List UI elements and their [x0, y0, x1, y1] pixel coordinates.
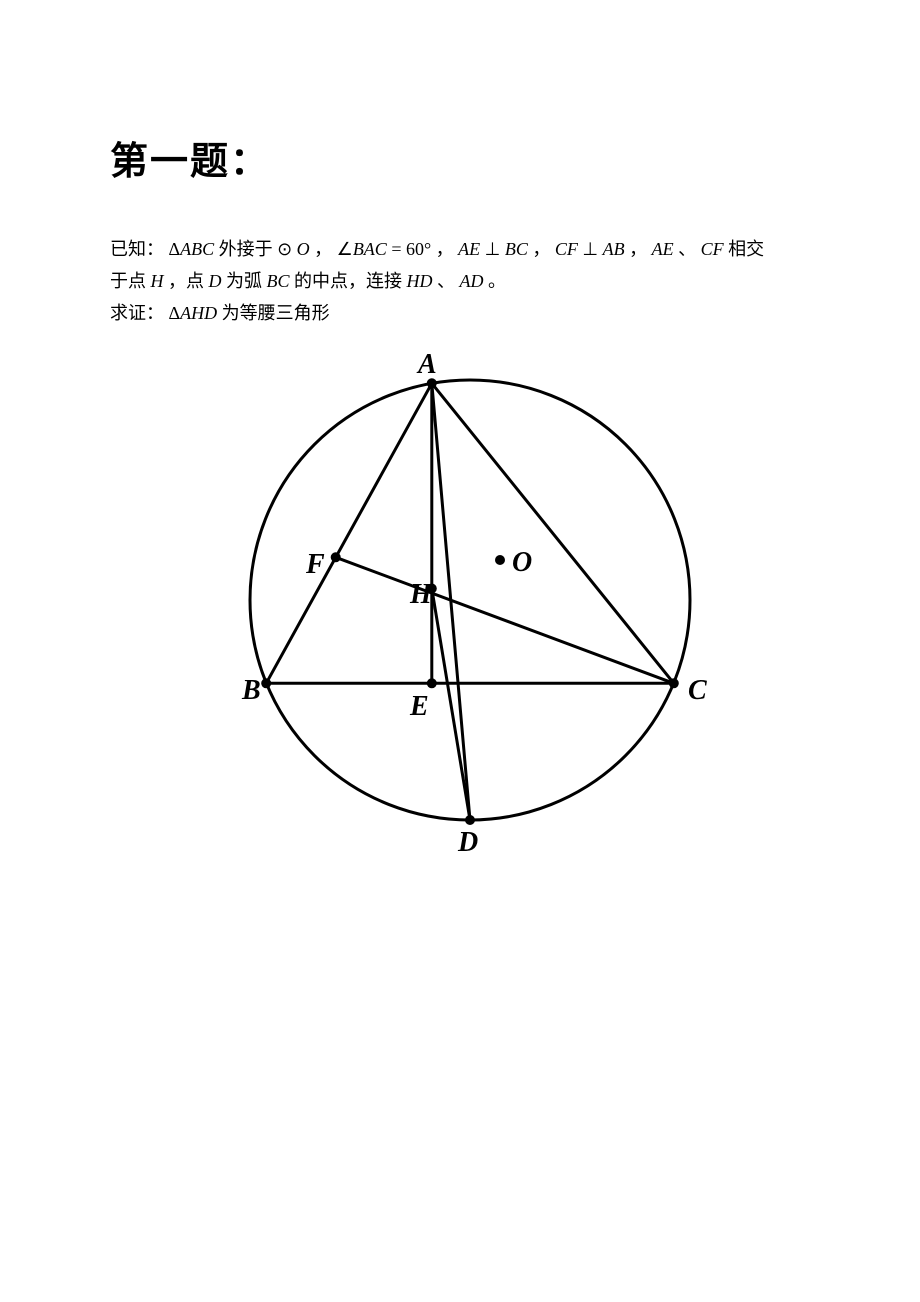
label-E: E [409, 691, 429, 722]
point-E [427, 678, 437, 688]
txt: ， [629, 239, 652, 259]
title-text: 第一题： [110, 141, 270, 183]
label-H: H [409, 579, 433, 610]
D: D [209, 271, 222, 291]
segment-HD [432, 589, 470, 821]
segment-AD [432, 383, 470, 820]
H: H [151, 271, 164, 291]
circle-symbol: ⊙ [277, 239, 297, 259]
CF2: CF [701, 239, 724, 259]
figure-container: A B C D E F H O [110, 345, 810, 885]
txt: ， [436, 239, 459, 259]
txt: 求证： [110, 303, 164, 323]
txt: 、 [678, 239, 696, 259]
label-C: C [688, 675, 707, 706]
abc: ABC [180, 239, 214, 259]
txt: ， [314, 239, 337, 259]
AB: AB [603, 239, 625, 259]
txt: 已知： [110, 239, 164, 259]
CF: CF [555, 239, 578, 259]
AD: AD [460, 271, 484, 291]
txt: 外接于 [219, 239, 278, 259]
perp1: ⊥ [480, 239, 505, 259]
AHD: AHD [180, 303, 217, 323]
txt: ， [532, 239, 555, 259]
point-O [495, 555, 505, 565]
label-A: A [416, 349, 437, 380]
txt: ，点 [168, 271, 209, 291]
txt: 、 [437, 271, 455, 291]
label-D: D [457, 827, 478, 858]
HD: HD [407, 271, 433, 291]
label-B: B [241, 675, 261, 706]
txt: 为弧 [226, 271, 267, 291]
angle-sym: ∠ [337, 239, 353, 259]
geometry-figure: A B C D E F H O [200, 345, 720, 885]
O: O [297, 239, 310, 259]
perp2: ⊥ [578, 239, 603, 259]
txt: 的中点，连接 [294, 271, 407, 291]
delta-ahd: ΔAHD [169, 303, 218, 323]
segment-AB [266, 383, 432, 683]
BC2: BC [267, 271, 290, 291]
txt: 。 [488, 271, 506, 291]
point-C [669, 678, 679, 688]
page-title: 第一题： [110, 130, 810, 185]
point-F [331, 552, 341, 562]
bac: BAC [353, 239, 387, 259]
BC: BC [505, 239, 528, 259]
circumscribed-circle [250, 380, 690, 820]
eq60: = 60° [387, 239, 431, 259]
AE2: AE [652, 239, 674, 259]
txt: 于点 [110, 271, 151, 291]
point-B [261, 678, 271, 688]
problem-line-2: 于点 H ，点 D 为弧 BC 的中点，连接 HD 、 AD 。 [110, 267, 810, 295]
delta-abc: ΔABC [169, 239, 215, 259]
txt: 为等腰三角形 [222, 303, 330, 323]
problem-line-1: 已知： ΔABC 外接于 ⊙ O ， ∠BAC = 60° ， AE ⊥ BC … [110, 235, 810, 263]
txt: 相交 [728, 239, 764, 259]
label-O: O [512, 547, 532, 578]
problem-line-3: 求证： ΔAHD 为等腰三角形 [110, 299, 810, 327]
label-F: F [305, 549, 325, 580]
AE: AE [458, 239, 480, 259]
point-D [465, 815, 475, 825]
